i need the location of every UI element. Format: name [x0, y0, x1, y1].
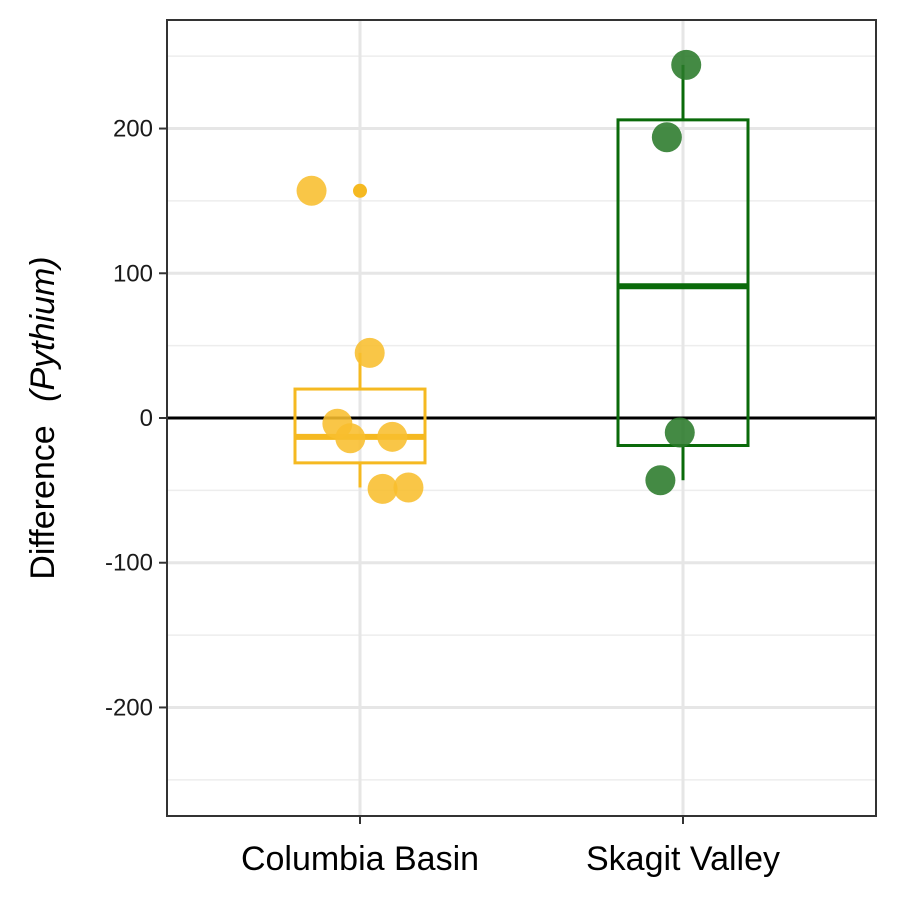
y-tick-label: -100 — [105, 550, 153, 577]
y-axis-title-main: Difference — [24, 425, 62, 579]
data-point — [367, 473, 398, 504]
y-tick-label: -200 — [105, 694, 153, 721]
data-point — [377, 421, 408, 452]
y-tick-label: 200 — [113, 116, 153, 143]
data-point — [335, 423, 366, 454]
data-point — [651, 122, 682, 153]
outlier-point — [353, 183, 367, 198]
y-tick-label: 100 — [113, 260, 153, 287]
data-point — [393, 472, 424, 503]
data-points — [296, 49, 702, 504]
data-point — [664, 417, 695, 448]
y-tick-label: 0 — [140, 405, 153, 432]
box-iqr — [293, 387, 427, 465]
x-axis: Columbia Basin Skagit Valley — [241, 816, 780, 878]
y-axis-title-italic: (Pythium) — [24, 256, 62, 401]
y-axis: -200 -100 0 100 200 — [105, 116, 167, 721]
x-tick-label: Skagit Valley — [586, 840, 780, 878]
x-tick-label: Columbia Basin — [241, 840, 479, 878]
data-point — [354, 337, 385, 368]
y-axis-title: Difference (Pythium) — [24, 256, 62, 579]
data-point — [671, 49, 702, 80]
data-point — [645, 465, 676, 496]
data-point — [296, 175, 327, 206]
